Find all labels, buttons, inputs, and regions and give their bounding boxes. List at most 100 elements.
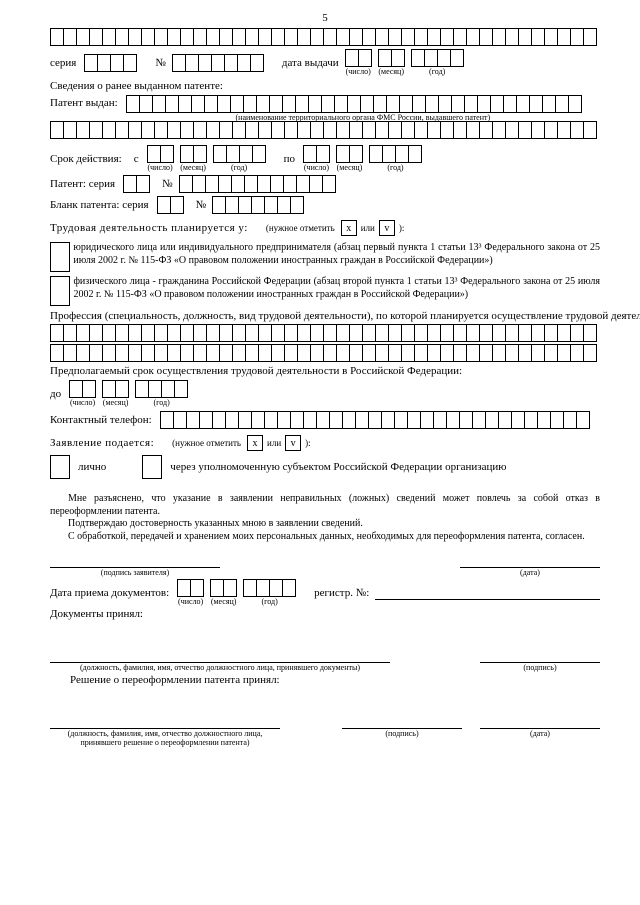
sublabel-sig-applicant: (подпись заявителя): [101, 569, 169, 577]
label-close2: ):: [305, 438, 311, 448]
seria-cells[interactable]: [84, 54, 137, 72]
disclaimer2: Подтверждаю достоверность указанных мною…: [50, 518, 600, 531]
sl-fy: (год): [231, 164, 247, 172]
label-profession: Профессия (специальность, должность, вид…: [50, 310, 600, 322]
cells-row-top[interactable]: [50, 28, 600, 46]
sublabel-decision-date: (дата): [530, 730, 550, 738]
until-year[interactable]: [135, 380, 188, 398]
page-number: 5: [50, 12, 600, 24]
label-validity: Срок действия:: [50, 153, 122, 165]
until-day[interactable]: [69, 380, 96, 398]
sublabel-date1: (дата): [520, 569, 540, 577]
from-year[interactable]: [213, 145, 266, 163]
label-num: №: [155, 57, 166, 69]
sublabel-officer: (должность, фамилия, имя, отчество должн…: [80, 664, 360, 672]
to-day[interactable]: [303, 145, 330, 163]
label-activity: Трудовая деятельность планируется у:: [50, 222, 248, 234]
from-day[interactable]: [147, 145, 174, 163]
label-mark2: (нужное отметить: [172, 438, 241, 448]
from-month[interactable]: [180, 145, 207, 163]
sig-applicant-line[interactable]: [50, 553, 220, 568]
sublabel-month: (месяц): [378, 68, 404, 76]
opt2-text: физического лица - гражданина Российской…: [73, 276, 600, 301]
checkbox-opt1[interactable]: [50, 242, 70, 272]
profession-cells-1[interactable]: [50, 324, 600, 342]
sl-td: (число): [304, 164, 329, 172]
sublabel-decision-officer-b: принявшего решение о переоформлении пате…: [80, 739, 249, 747]
profession-cells-2[interactable]: [50, 344, 600, 362]
label-num3: №: [196, 199, 207, 211]
label-seria: серия: [50, 57, 76, 69]
label-num2: №: [162, 178, 173, 190]
receipt-year[interactable]: [243, 579, 296, 597]
label-via-org: через уполномоченную субъектом Российско…: [170, 461, 506, 473]
label-decision: Решение о переоформлении патента принял:: [70, 674, 600, 686]
checkbox-personally[interactable]: [50, 455, 70, 479]
patent-issued-cells[interactable]: [126, 95, 600, 113]
label-patent-seria: Патент: серия: [50, 178, 115, 190]
label-personally: лично: [78, 461, 106, 473]
label-prev-patent: Сведения о ранее выданном патенте:: [50, 80, 600, 92]
sublabel-officer-sig: (подпись): [523, 664, 556, 672]
mark-v2: v: [285, 435, 301, 451]
patent-issued-cells-2[interactable]: [50, 121, 600, 139]
label-date-issue: дата выдачи: [282, 57, 339, 69]
date-day-cells[interactable]: [345, 49, 372, 67]
sl-um: (месяц): [103, 399, 129, 407]
date-year-cells[interactable]: [411, 49, 464, 67]
label-blank-seria: Бланк патента: серия: [50, 199, 149, 211]
disclaimer1: Мне разъяснено, что указание в заявлении…: [50, 493, 600, 518]
sublabel-day: (число): [346, 68, 371, 76]
opt1-text: юридического лица или индивидуального пр…: [73, 242, 600, 267]
label-expected-term: Предполагаемый срок осуществления трудов…: [50, 365, 600, 377]
sl-ry: (год): [262, 598, 278, 606]
sl-fd: (число): [147, 164, 172, 172]
receipt-month[interactable]: [210, 579, 237, 597]
officer-sig-line[interactable]: [480, 648, 600, 663]
receipt-day[interactable]: [177, 579, 204, 597]
label-until: до: [50, 388, 61, 400]
label-to: по: [284, 153, 295, 165]
until-month[interactable]: [102, 380, 129, 398]
label-receipt-date: Дата приема документов:: [50, 587, 169, 599]
mark-x: х: [341, 220, 357, 236]
sublabel-decision-sig: (подпись): [385, 730, 418, 738]
sl-fm: (месяц): [180, 164, 206, 172]
sublabel-decision-officer-a: (должность, фамилия, имя, отчество должн…: [68, 730, 263, 738]
blank-num-cells[interactable]: [212, 196, 304, 214]
disclaimer3: С обработкой, передачей и хранением моих…: [50, 531, 600, 544]
decision-date-line[interactable]: [480, 714, 600, 729]
label-phone: Контактный телефон:: [50, 414, 152, 426]
date1-line[interactable]: [460, 553, 600, 568]
checkbox-opt2[interactable]: [50, 276, 70, 306]
label-or: или: [361, 223, 375, 233]
sl-rm: (месяц): [211, 598, 237, 606]
num-cells[interactable]: [172, 54, 264, 72]
sl-rd: (число): [178, 598, 203, 606]
mark-x2: х: [247, 435, 263, 451]
officer-line[interactable]: [50, 648, 390, 663]
label-from: с: [134, 153, 139, 165]
label-or2: или: [267, 438, 281, 448]
decision-officer-line[interactable]: [50, 714, 280, 729]
phone-cells[interactable]: [160, 411, 590, 429]
label-docs-received: Документы принял:: [50, 608, 600, 620]
blank-seria-cells[interactable]: [157, 196, 184, 214]
sl-uy: (год): [153, 399, 169, 407]
sl-tm: (месяц): [337, 164, 363, 172]
checkbox-via-org[interactable]: [142, 455, 162, 479]
sl-ty: (год): [387, 164, 403, 172]
reg-no-line[interactable]: [375, 585, 600, 600]
decision-sig-line[interactable]: [342, 714, 462, 729]
date-month-cells[interactable]: [378, 49, 405, 67]
patent-seria-cells[interactable]: [123, 175, 150, 193]
sl-ud: (число): [70, 399, 95, 407]
patent-num-cells[interactable]: [179, 175, 336, 193]
mark-v: v: [379, 220, 395, 236]
label-close: ):: [399, 223, 405, 233]
label-mark: (нужное отметить: [266, 223, 335, 233]
label-reg-no: регистр. №:: [314, 587, 369, 599]
to-month[interactable]: [336, 145, 363, 163]
to-year[interactable]: [369, 145, 422, 163]
sublabel-year: (год): [429, 68, 445, 76]
